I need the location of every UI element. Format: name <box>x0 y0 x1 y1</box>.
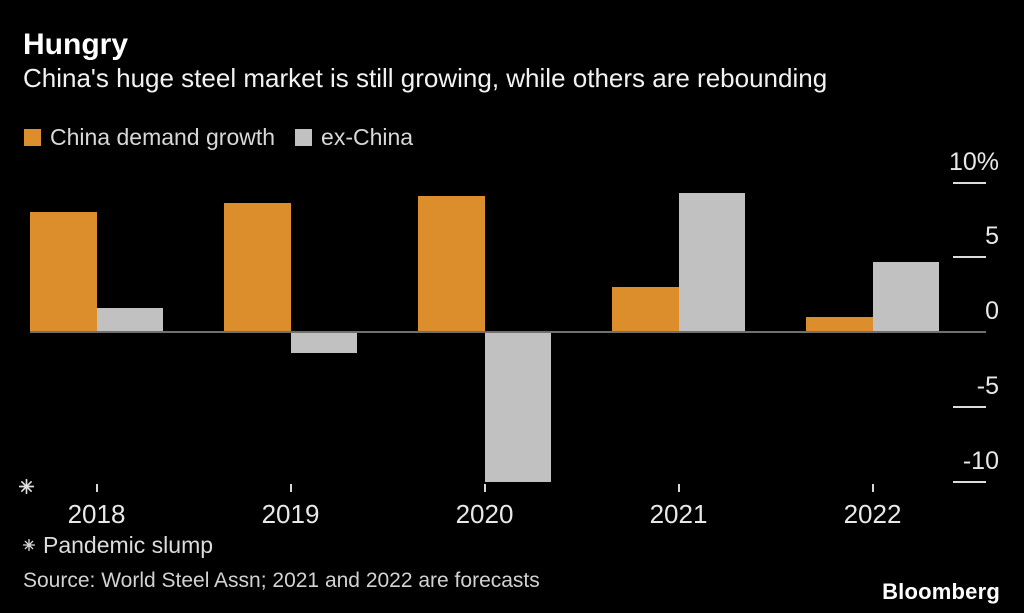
x-axis-label-2019: 2019 <box>261 499 320 529</box>
x-axis-tick-2018 <box>95 484 98 492</box>
y-axis-tick--5 <box>953 405 986 408</box>
y-axis-tick--10 <box>953 480 986 483</box>
y-axis-tick-5 <box>953 256 986 259</box>
x-axis-tick-2021 <box>677 484 680 492</box>
footnote: Pandemic slump <box>23 532 213 558</box>
chart-subtitle: China's huge steel market is still growi… <box>23 63 828 93</box>
legend-label-ex-china: ex-China <box>321 124 414 150</box>
bar-china-2018 <box>30 212 97 332</box>
legend-item-china: China demand growth <box>24 126 275 149</box>
asterisk-icon <box>23 539 35 551</box>
y-axis-label-5: 5 <box>985 222 999 251</box>
x-axis-label-2021: 2021 <box>649 499 708 529</box>
source-line: Source: World Steel Assn; 2021 and 2022 … <box>23 569 540 592</box>
y-axis-label--5: -5 <box>976 371 999 400</box>
asterisk-icon <box>19 479 34 494</box>
x-axis-label-2020: 2020 <box>455 499 514 529</box>
y-axis-tick-10 <box>953 181 986 184</box>
bar-ex-china-2018 <box>96 308 163 332</box>
x-axis-tick-2020 <box>483 484 486 492</box>
x-axis-tick-2022 <box>871 484 874 492</box>
x-axis-tick-2019 <box>289 484 292 492</box>
bar-china-2021 <box>612 287 679 332</box>
legend: China demand growth ex-China <box>24 126 433 149</box>
footnote-text: Pandemic slump <box>43 532 214 558</box>
bar-ex-china-2021 <box>678 192 745 332</box>
y-axis-label--10: -10 <box>962 446 999 475</box>
legend-swatch-ex-china-icon <box>295 129 313 146</box>
legend-label-china: China demand growth <box>50 124 276 150</box>
bloomberg-logo: Bloomberg <box>882 579 1000 604</box>
bar-china-2019 <box>224 203 291 332</box>
legend-item-ex-china: ex-China <box>295 126 413 149</box>
zero-baseline <box>30 331 986 333</box>
bar-ex-china-2020 <box>484 332 551 482</box>
bar-china-2020 <box>418 195 485 332</box>
y-axis-label-0: 0 <box>985 297 999 325</box>
bar-china-2022 <box>806 317 873 332</box>
bar-ex-china-2022 <box>872 261 939 332</box>
x-axis-label-2018: 2018 <box>67 499 126 529</box>
chart-title: Hungry <box>23 28 128 61</box>
x-axis-label-2022: 2022 <box>843 499 902 529</box>
legend-swatch-china-icon <box>24 129 41 146</box>
y-axis-label-10: 10% <box>948 147 999 176</box>
bar-ex-china-2019 <box>290 332 357 353</box>
